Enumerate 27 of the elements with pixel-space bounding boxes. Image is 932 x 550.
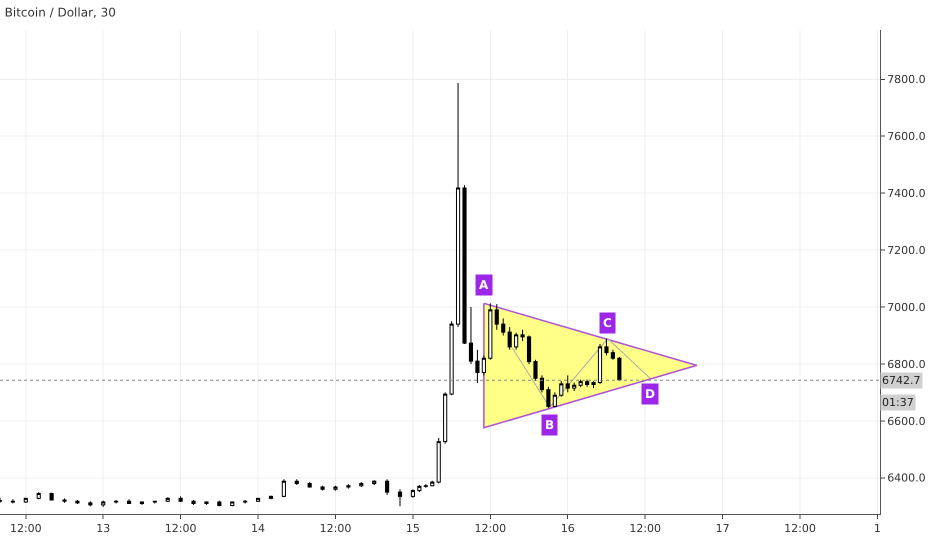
y-tick-label: 6400.0 xyxy=(887,472,926,485)
y-tick-label: 7000.0 xyxy=(887,300,926,314)
x-tick-label: 1 xyxy=(874,522,881,536)
x-tick-label: 14 xyxy=(251,522,266,536)
annotation: B xyxy=(545,418,554,432)
y-tick-label: 7600.0 xyxy=(887,130,926,144)
x-tick-label: 12:00 xyxy=(629,522,662,536)
annotation: A xyxy=(479,278,489,292)
y-tick-label: 6600.0 xyxy=(887,414,926,428)
ref-line-label: 6742.7 xyxy=(882,374,920,387)
annotation: D xyxy=(645,387,655,401)
y-tick-label: 7200.0 xyxy=(887,244,926,257)
text: 01:37 xyxy=(882,396,914,409)
x-tick-label: 12:00 xyxy=(164,522,196,536)
x-tick-label: 16 xyxy=(560,522,575,536)
x-tick-label: 17 xyxy=(716,522,730,536)
x-tick-label: 13 xyxy=(96,522,110,536)
x-tick-label: 12:00 xyxy=(10,522,42,536)
x-tick-label: 12:00 xyxy=(320,522,352,536)
annotation: C xyxy=(603,316,612,330)
y-tick-label: 7800.0 xyxy=(887,73,926,86)
x-tick-label: 12:00 xyxy=(784,522,816,536)
y-tick-label: 7400.0 xyxy=(887,186,926,200)
x-tick-label: 15 xyxy=(406,522,420,536)
y-tick-label: 6800.0 xyxy=(887,358,926,371)
x-tick-label: 12:00 xyxy=(474,522,506,536)
chart-title: Bitcoin / Dollar, 30 xyxy=(4,6,116,20)
